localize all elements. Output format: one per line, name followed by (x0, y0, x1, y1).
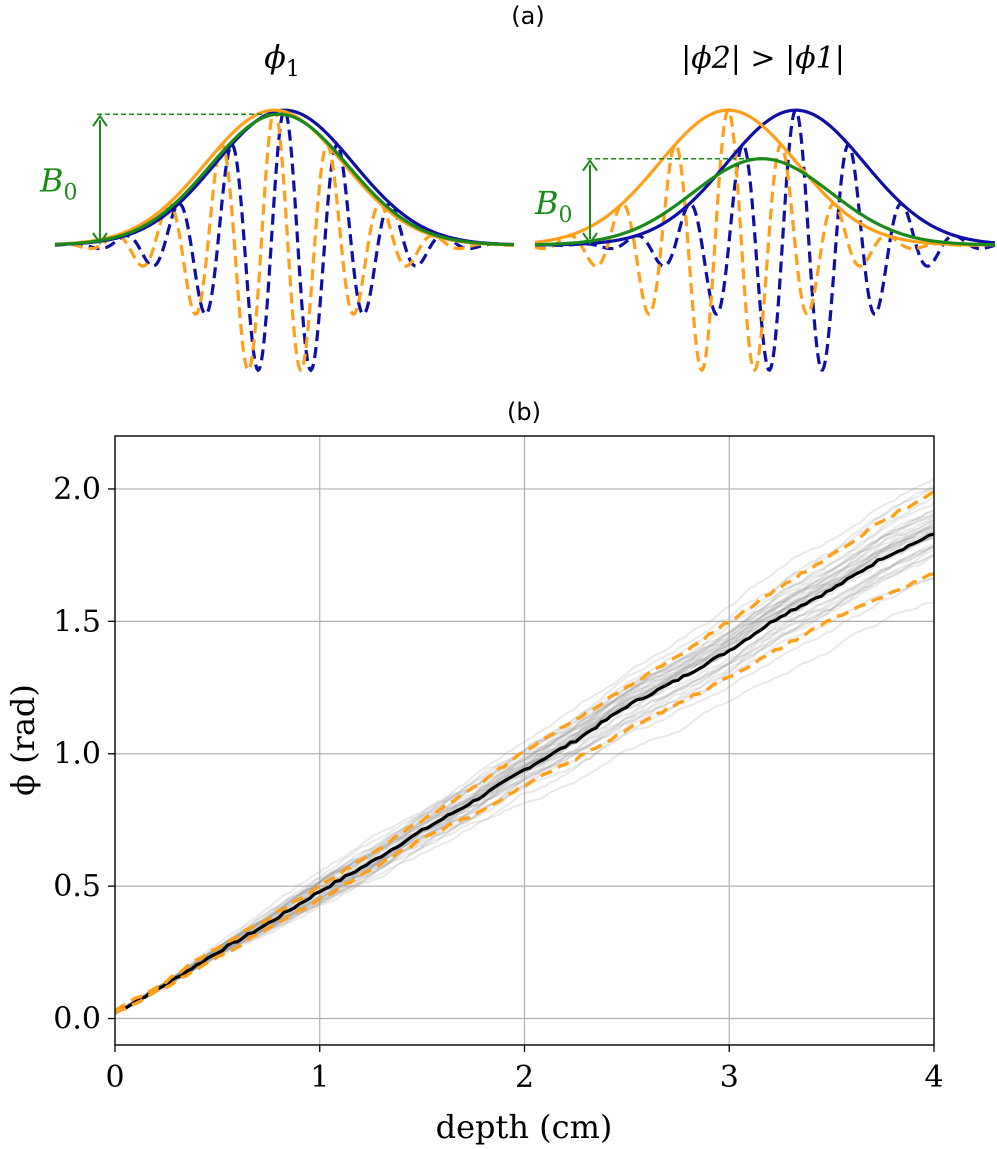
blue-envelope-line (535, 108, 996, 247)
panel-b-series (114, 490, 935, 1015)
b0-arrow-head-top (92, 114, 108, 127)
green-envelope-line (534, 157, 996, 247)
panel-a-right-title: |ϕ2| > |ϕ1| (681, 41, 845, 76)
panel-a-left-title-sym: ϕ (264, 38, 286, 76)
panel-a-label: (a) (511, 2, 544, 30)
x-tick-label: 0 (105, 1060, 124, 1095)
y-tick-label: 1.5 (53, 604, 101, 639)
trial-line (114, 526, 935, 1014)
y-tick-label: 0.5 (53, 869, 101, 904)
panel-a-left-b0-annotation: B0 (39, 113, 280, 245)
trial-line (114, 495, 935, 1014)
trial-line (114, 545, 935, 1015)
panel-a-left-curves (54, 107, 515, 373)
orange-envelope-line (534, 108, 995, 247)
y-tick-label: 0.0 (53, 1002, 101, 1037)
b0-label: B0 (534, 184, 573, 228)
x-tick-label: 3 (720, 1060, 739, 1095)
trial-line (114, 512, 935, 1015)
panel-b-y-axis: 0.0 0.5 1.0 1.5 2.0 (53, 472, 115, 1037)
panel-b-grid (115, 436, 934, 1045)
panel-a-left: ϕ1 B0 (39, 38, 515, 373)
trial-line (114, 527, 935, 1015)
panel-a-right-b0-annotation: B0 (534, 157, 762, 245)
trial-line (114, 477, 935, 1014)
orange-carrier-line (54, 108, 515, 373)
x-tick-label: 4 (924, 1060, 943, 1095)
trial-line (114, 515, 935, 1014)
trial-line (114, 508, 935, 1014)
panel-b-y-axis-label: ϕ (rad) (4, 684, 42, 796)
x-tick-label: 2 (515, 1060, 534, 1095)
panel-a-left-title-sub: 1 (286, 57, 300, 82)
x-tick-label: 1 (310, 1060, 329, 1095)
y-tick-label: 1.0 (53, 737, 101, 772)
lower-line (114, 572, 935, 1015)
mean-line (114, 532, 935, 1015)
b0-arrow-head-bottom (582, 232, 598, 245)
b0-arrow-head-bottom (92, 232, 108, 245)
trial-line (114, 542, 935, 1015)
panel-a-right-curves (534, 107, 996, 373)
trial-line (114, 510, 935, 1014)
panel-b-plot: 0 1 2 3 4 0.0 0.5 1.0 1.5 2.0 depth (cm) ϕ (rad) (4, 435, 944, 1146)
panel-b-label: (b) (507, 398, 541, 426)
panel-a-left-title: ϕ1 (264, 38, 300, 82)
b0-arrow-head-top (582, 158, 598, 172)
y-tick-label: 2.0 (53, 472, 101, 507)
upper-line (114, 490, 935, 1013)
trial-line (114, 578, 935, 1015)
panel-a-right: |ϕ2| > |ϕ1| B0 (534, 41, 996, 373)
panel-b-x-axis: 0 1 2 3 4 (105, 1045, 944, 1095)
panel-b-x-axis-label: depth (cm) (436, 1108, 613, 1146)
blue-carrier-line (535, 108, 996, 373)
orange-carrier-line (534, 107, 995, 373)
green-envelope-line (54, 112, 515, 247)
b0-label: B0 (39, 162, 78, 206)
trial-line (114, 526, 935, 1015)
trial-line (114, 530, 935, 1014)
